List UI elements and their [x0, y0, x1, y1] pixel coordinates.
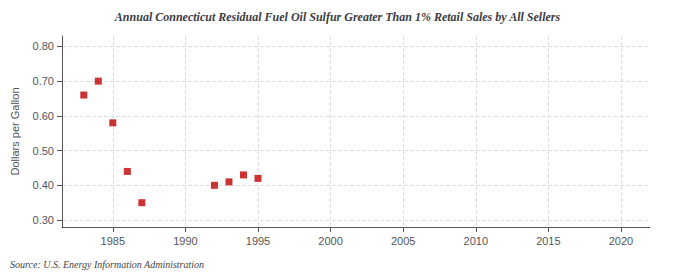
- svg-text:1985: 1985: [101, 235, 125, 247]
- svg-text:0.80: 0.80: [33, 40, 54, 52]
- svg-text:0.30: 0.30: [33, 214, 54, 226]
- svg-text:Source: U.S. Energy Informatio: Source: U.S. Energy Information Administ…: [10, 259, 204, 270]
- svg-text:2010: 2010: [464, 235, 488, 247]
- svg-text:0.40: 0.40: [33, 179, 54, 191]
- svg-text:1990: 1990: [173, 235, 197, 247]
- svg-text:0.70: 0.70: [33, 75, 54, 87]
- svg-text:2000: 2000: [318, 235, 342, 247]
- svg-text:0.60: 0.60: [33, 110, 54, 122]
- svg-text:Annual Connecticut Residual Fu: Annual Connecticut Residual Fuel Oil Sul…: [114, 10, 561, 24]
- svg-text:1995: 1995: [246, 235, 270, 247]
- svg-text:2020: 2020: [609, 235, 633, 247]
- svg-text:2015: 2015: [536, 235, 560, 247]
- svg-text:2005: 2005: [391, 235, 415, 247]
- svg-text:0.50: 0.50: [33, 145, 54, 157]
- svg-text:Dollars per Gallon: Dollars per Gallon: [9, 87, 21, 175]
